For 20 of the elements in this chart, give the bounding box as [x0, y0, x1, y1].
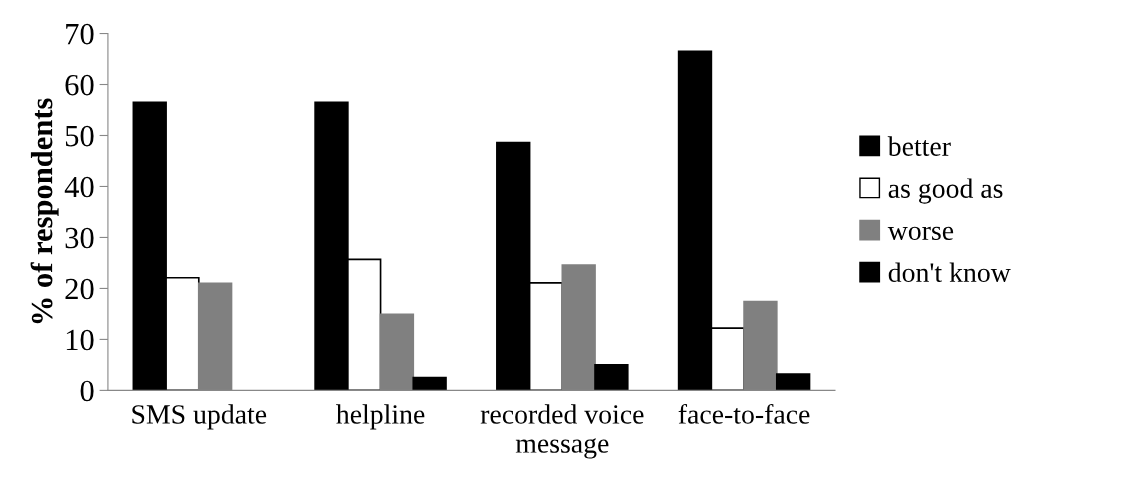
x-tick-label: helpline [336, 404, 425, 430]
y-tick-label: 40 [64, 176, 94, 198]
bar [775, 373, 811, 391]
legend-label: better [887, 136, 951, 156]
x-tick-label: recorded voice message [480, 404, 644, 459]
y-tick-label: 70 [66, 23, 94, 45]
y-tick-label: 30 [65, 227, 94, 249]
x-tick-label: face-to-face [678, 403, 810, 424]
x-tick-label: SMS update [132, 404, 267, 430]
y-tick-label: 0 [80, 380, 94, 402]
y-tick-label: 20 [65, 278, 94, 300]
legend-label: as good as [888, 178, 1003, 204]
y-tick-label: 50 [65, 125, 94, 147]
y-tick-label: 60 [65, 74, 94, 96]
legend-label: don't know [888, 262, 1011, 283]
bar [594, 364, 629, 391]
legend-label: worse [887, 226, 954, 241]
y-tick-label: 10 [66, 329, 94, 351]
y-axis-title: % of respondents [30, 98, 59, 324]
bar [412, 376, 447, 391]
